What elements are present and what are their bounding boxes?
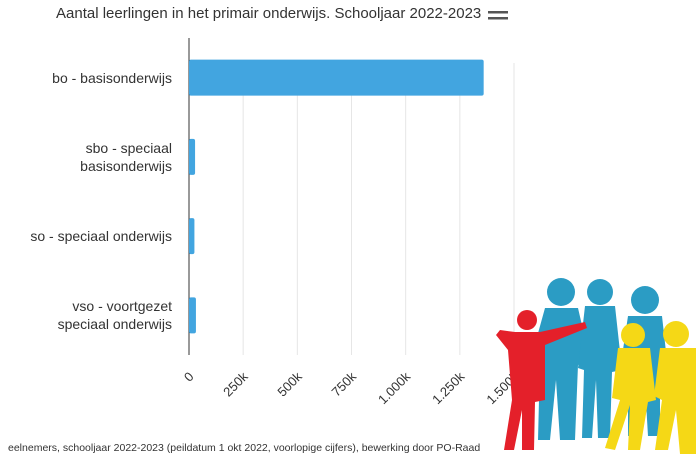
figure-head [631,286,659,314]
menu-button[interactable] [488,11,508,20]
category-label: vso - voortgezet speciaal onderwijs [57,298,172,333]
category-label: so - speciaal onderwijs [30,228,172,245]
x-tick-label: 500k [274,369,305,400]
x-tick-label: 250k [220,369,251,400]
x-tick-label: 1.000k [375,369,414,408]
figure [578,306,622,438]
figure-head [663,321,689,347]
figure-head [517,310,537,330]
figure-head [547,278,575,306]
figure-head [621,323,645,347]
bar [189,59,484,96]
bar [189,218,195,255]
menu-line [488,17,508,20]
figure [654,348,696,454]
bar [189,138,196,175]
bar [189,297,196,334]
figure-head [587,279,613,305]
illustration [496,278,696,454]
figure [605,348,656,450]
plot: 0 250k 500k 750k 1.000k 1.250k 1.500k [181,38,522,407]
figure [496,322,587,450]
menu-line [488,11,508,14]
category-label: bo - basisonderwijs [52,69,172,86]
source-note: eelnemers, schooljaar 2022-2023 (peildat… [8,442,480,454]
category-label: sbo - speciaal basisonderwijs [80,139,172,174]
x-tick-label: 750k [329,369,360,400]
chart-title: Aantal leerlingen in het primair onderwi… [56,5,481,22]
x-tick-label: 0 [181,369,197,385]
x-tick-label: 1.250k [429,369,468,408]
